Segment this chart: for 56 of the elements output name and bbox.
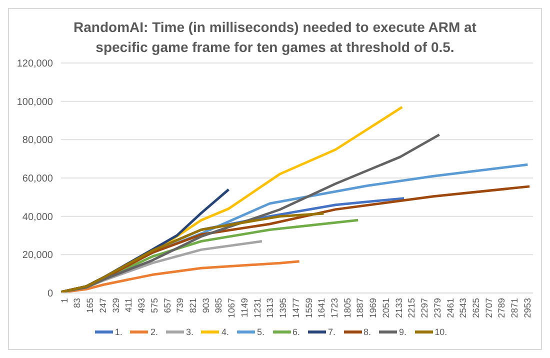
x-tick-label: 575 — [149, 298, 160, 314]
legend-label: 8. — [364, 327, 372, 337]
x-tick-label: 2215 — [406, 298, 417, 318]
legend-label: 5. — [256, 327, 264, 337]
x-tick-label: 329 — [110, 298, 121, 314]
y-tick-label: 40,000 — [22, 212, 54, 223]
x-tick-label: 165 — [85, 298, 96, 314]
x-tick-label: 2789 — [496, 298, 507, 318]
y-tick-label: 80,000 — [22, 135, 54, 146]
x-tick-label: 1559 — [304, 298, 314, 318]
legend-label: 6. — [292, 327, 300, 337]
x-tick-label: 1969 — [368, 298, 378, 318]
legend-label: 10. — [434, 327, 448, 337]
x-tick-label: 2297 — [420, 298, 430, 318]
legend-label: 9. — [399, 327, 407, 337]
x-tick-label: 1887 — [355, 298, 366, 318]
x-tick-label: 1395 — [278, 298, 288, 318]
x-tick-label: 2133 — [394, 298, 404, 318]
x-tick-label: 2707 — [484, 298, 494, 318]
legend-label: 4. — [221, 327, 229, 337]
x-tick-label: 2543 — [458, 298, 468, 318]
y-tick-label: 0 — [47, 288, 54, 300]
legend-label: 7. — [328, 327, 336, 337]
x-tick-label: 657 — [162, 298, 172, 314]
x-tick-label: 2379 — [432, 298, 442, 318]
x-tick-label: 247 — [98, 298, 108, 314]
x-tick-label: 1805 — [342, 298, 352, 318]
x-tick-label: 2953 — [522, 298, 532, 318]
x-tick-label: 1231 — [252, 298, 262, 318]
x-tick-label: 2461 — [445, 298, 456, 318]
legend-label: 1. — [114, 327, 122, 337]
x-tick-label: 2871 — [510, 298, 520, 318]
x-tick-label: 821 — [188, 298, 198, 314]
x-tick-label: 1149 — [239, 298, 250, 318]
x-tick-label: 985 — [214, 298, 224, 314]
x-tick-label: 411 — [124, 298, 134, 312]
x-tick-label: 83 — [72, 298, 82, 308]
y-tick-label: 100,000 — [16, 96, 54, 108]
y-tick-label: 120,000 — [16, 58, 54, 70]
x-tick-label: 739 — [175, 298, 186, 314]
x-tick-label: 1 — [59, 298, 70, 304]
x-tick-label: 1477 — [290, 298, 301, 318]
x-tick-label: 2051 — [380, 298, 391, 318]
y-tick-label: 20,000 — [22, 250, 54, 262]
x-tick-label: 1723 — [330, 298, 340, 318]
x-tick-label: 2625 — [471, 298, 481, 318]
x-tick-label: 903 — [200, 298, 211, 314]
line-series — [61, 212, 325, 293]
x-tick-label: 493 — [136, 298, 147, 314]
legend-label: 3. — [186, 327, 194, 337]
x-tick-label: 1067 — [226, 298, 237, 318]
y-tick-label: 60,000 — [22, 174, 54, 185]
x-tick-label: 1313 — [265, 298, 276, 318]
legend-label: 2. — [150, 327, 158, 337]
x-tick-label: 1641 — [316, 298, 327, 318]
chart-title: RandomAI: Time (in milliseconds) needed to execute ARM at specific game frame for ten games at threshold of 0.5. — [72, 18, 478, 57]
